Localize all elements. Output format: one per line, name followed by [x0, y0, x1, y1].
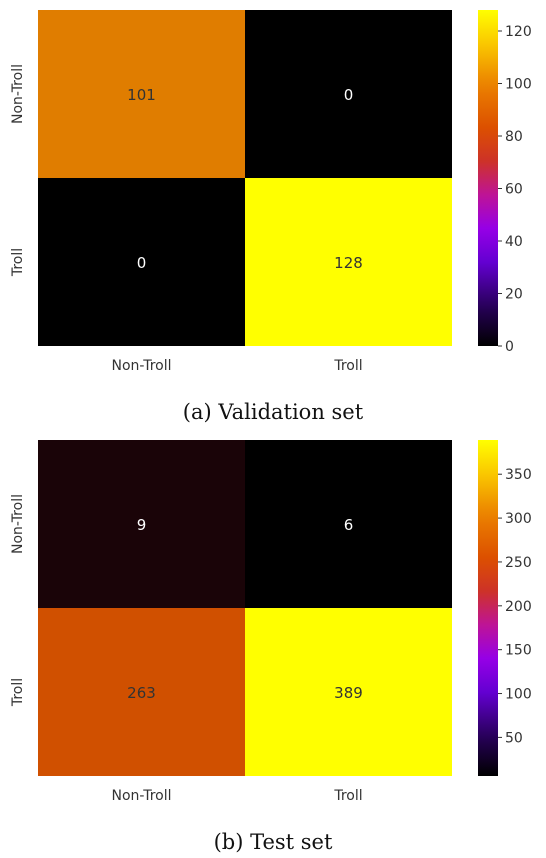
colorbar-tick-label: 100 [505, 77, 532, 93]
heatmap-cell [245, 10, 452, 178]
heatmap-panel-validation: 101 0 0 128 Non-Troll Troll Non-Troll Troll 0 20 4… [10, 10, 532, 424]
x-tick-label: Troll [333, 358, 362, 374]
cell-value-label: 263 [127, 684, 156, 702]
colorbar-tick-label: 80 [505, 129, 523, 145]
heatmap-cell [38, 608, 245, 776]
cell-value-label: 389 [334, 684, 363, 702]
heatmap-chart: 9 6 263 389 Non-Troll Troll Non-Troll Troll 50 10… [10, 440, 532, 804]
cell-value-label: 101 [127, 86, 156, 104]
colorbar-tick-label: 250 [505, 555, 532, 571]
heatmap-cell [38, 440, 245, 608]
heatmap-cell [245, 608, 452, 776]
colorbar [478, 10, 498, 346]
cell-value-label: 0 [137, 254, 147, 272]
colorbar-tick-label: 150 [505, 643, 532, 659]
colorbar-tick-label: 60 [505, 182, 523, 198]
cell-value-label: 0 [344, 86, 354, 104]
colorbar-tick-label: 50 [505, 730, 523, 746]
colorbar-tick-label: 200 [505, 599, 532, 615]
heatmap-cell [38, 10, 245, 178]
colorbar-tick-label: 0 [505, 339, 514, 355]
heatmap-chart: 101 0 0 128 Non-Troll Troll Non-Troll Troll 0 20 4… [10, 10, 532, 374]
cell-value-label: 128 [334, 254, 363, 272]
y-tick-label: Troll [10, 678, 26, 707]
heatmap-cell [245, 440, 452, 608]
chart-caption: (b) Test set [213, 830, 333, 854]
colorbar-tick-label: 300 [505, 511, 532, 527]
y-tick-label: Non-Troll [10, 494, 26, 554]
heatmap-cell [245, 178, 452, 346]
heatmap-panel-test: 9 6 263 389 Non-Troll Troll Non-Troll Troll 50 10… [0, 430, 546, 858]
cell-value-label: 6 [344, 516, 354, 534]
x-tick-label: Troll [333, 788, 362, 804]
x-tick-label: Non-Troll [112, 358, 172, 374]
colorbar [478, 440, 498, 776]
colorbar-tick-label: 40 [505, 234, 523, 250]
cell-value-label: 9 [137, 516, 147, 534]
colorbar-tick-label: 20 [505, 287, 523, 303]
chart-caption: (a) Validation set [182, 400, 364, 424]
y-tick-label: Non-Troll [10, 64, 26, 124]
colorbar-tick-label: 100 [505, 687, 532, 703]
colorbar-tick-label: 350 [505, 467, 532, 483]
heatmap-cell [38, 178, 245, 346]
y-tick-label: Troll [10, 248, 26, 277]
colorbar-tick-label: 120 [505, 24, 532, 40]
x-tick-label: Non-Troll [112, 788, 172, 804]
